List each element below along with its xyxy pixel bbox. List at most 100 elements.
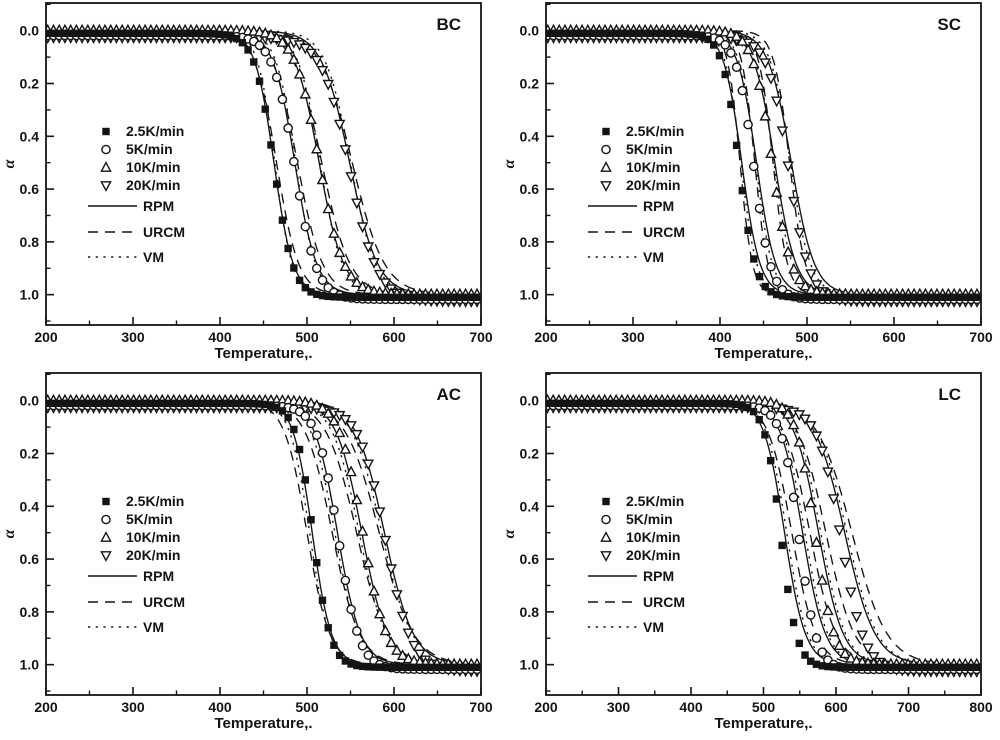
marker-open-triangle-down [373, 269, 386, 281]
marker-open-triangle-down [759, 58, 772, 70]
marker-open-circle [271, 72, 282, 83]
marker-open-triangle-down [799, 414, 811, 426]
y-tick-label: 0.0 [520, 23, 540, 39]
marker-open-triangle-up [748, 57, 760, 69]
marker-open-circle [346, 604, 356, 615]
marker-filled-square [181, 29, 189, 38]
marker-filled-square [738, 186, 747, 195]
marker-filled-square [555, 399, 563, 408]
marker-filled-square [227, 399, 235, 408]
marker-open-triangle-up [793, 435, 806, 447]
marker-filled-square [927, 293, 935, 301]
marker-open-triangle-down [810, 280, 823, 292]
marker-filled-square [961, 663, 969, 671]
marker-filled-square [410, 293, 418, 301]
marker-filled-square [652, 399, 660, 408]
y-tick-label: 0.0 [20, 393, 40, 409]
marker-filled-square [261, 400, 269, 409]
marker-open-circle [788, 492, 799, 503]
marker-open-circle [311, 263, 322, 274]
marker-filled-square [658, 399, 666, 408]
marker-filled-square [955, 663, 964, 671]
x-tick-label: 600 [824, 699, 848, 715]
marker-open-triangle-up [100, 161, 112, 172]
marker-open-triangle-down [753, 48, 766, 60]
marker-open-triangle-down [850, 612, 863, 623]
y-tick-label: 0.8 [520, 604, 540, 620]
y-tick-label: 0.0 [520, 393, 540, 409]
marker-filled-square [881, 293, 890, 301]
marker-filled-square [675, 399, 683, 408]
marker-filled-square [635, 399, 643, 408]
marker-filled-square [158, 399, 166, 408]
marker-filled-square [456, 663, 464, 671]
marker-filled-square [602, 497, 610, 506]
x-tick-label: 300 [607, 699, 631, 715]
marker-filled-square [835, 293, 844, 301]
marker-filled-square [330, 641, 338, 649]
marker-filled-square [141, 29, 149, 38]
marker-filled-square [169, 29, 178, 38]
marker-filled-square [932, 663, 941, 671]
marker-filled-square [147, 29, 155, 38]
marker-filled-square [973, 293, 981, 301]
marker-filled-square [261, 105, 269, 113]
marker-open-triangle-down [402, 628, 415, 640]
marker-filled-square [669, 29, 678, 38]
y-axis-title: α [501, 528, 518, 538]
marker-open-circle [817, 647, 827, 657]
marker-filled-square [635, 29, 644, 38]
marker-filled-square [255, 77, 264, 85]
marker-filled-square [853, 293, 861, 301]
legend: 2.5K/min 5K/min 10K/min 20K/min RPM URCM VM [88, 123, 185, 265]
marker-filled-square [858, 663, 866, 671]
marker-open-triangle-up [259, 26, 272, 38]
marker-open-triangle-up [333, 426, 346, 438]
marker-open-triangle-down [845, 587, 857, 599]
marker-open-triangle-down [816, 446, 828, 458]
y-tick-label: 1.0 [20, 657, 40, 673]
marker-filled-square [192, 29, 201, 38]
marker-open-circle [805, 610, 816, 620]
legend-label: 5K/min [126, 511, 173, 527]
marker-filled-square [158, 29, 166, 38]
marker-filled-square [318, 596, 327, 605]
marker-filled-square [290, 264, 298, 272]
marker-open-triangle-down [867, 652, 880, 663]
marker-filled-square [652, 29, 661, 38]
x-axis-title: Temperature,. [714, 715, 812, 732]
marker-open-triangle-down [765, 73, 777, 85]
marker-open-triangle-up [839, 647, 851, 659]
marker-filled-square [244, 399, 252, 408]
marker-filled-square [749, 407, 758, 416]
marker-open-triangle-up [328, 414, 340, 426]
marker-filled-square [589, 399, 597, 408]
marker-open-triangle-up [100, 531, 112, 542]
marker-filled-square [164, 29, 172, 38]
marker-filled-square [112, 29, 121, 38]
legend-label: VM [143, 249, 164, 265]
marker-filled-square [89, 399, 98, 408]
marker-filled-square [232, 399, 241, 408]
marker-filled-square [726, 400, 735, 408]
marker-filled-square [147, 399, 155, 408]
marker-open-circle [800, 576, 810, 586]
marker-filled-square [55, 399, 63, 408]
legend-label: URCM [643, 594, 685, 610]
marker-open-triangle-up [776, 401, 788, 413]
marker-filled-square [313, 290, 321, 299]
marker-filled-square [738, 401, 746, 410]
x-tick-label: 700 [969, 329, 993, 345]
marker-filled-square [818, 293, 827, 301]
x-tick-label: 700 [469, 329, 493, 345]
legend-label: RPM [643, 568, 674, 584]
marker-filled-square [318, 291, 327, 300]
marker-open-triangle-down [827, 494, 840, 505]
marker-filled-square [766, 456, 775, 465]
marker-open-triangle-up [396, 649, 409, 660]
marker-open-circle [317, 448, 328, 458]
marker-filled-square [602, 127, 610, 136]
marker-filled-square [124, 399, 132, 408]
y-tick-label: 0.6 [20, 551, 40, 567]
marker-filled-square [376, 293, 384, 301]
